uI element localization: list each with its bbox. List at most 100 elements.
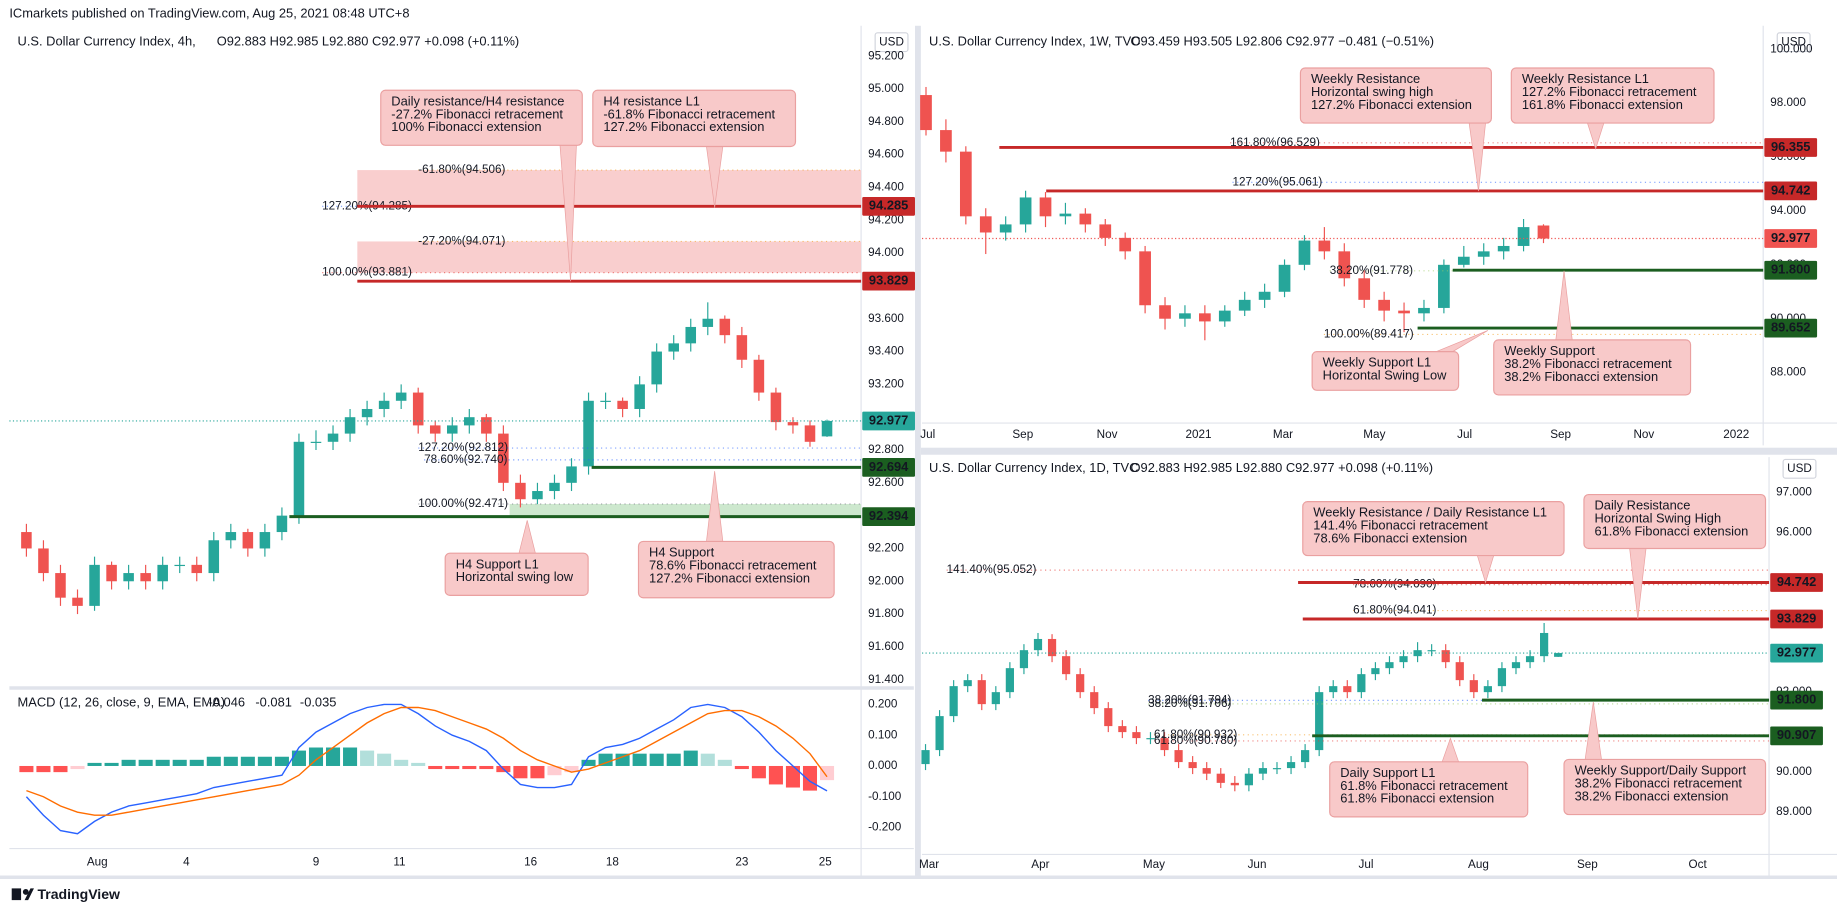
fib-zone [357,241,862,273]
callout-text: -61.8% Fibonacci retracement [603,106,775,121]
callout-text: 38.2% Fibonacci extension [1575,788,1729,803]
callout-text: Horizontal swing high [1311,84,1433,99]
fib-label: 127.20%(92.812) [418,441,508,454]
candle-body [1540,632,1549,657]
candle-body [1174,750,1183,763]
candle-body [174,564,185,567]
ohlc-values: O93.459 H93.505 L92.806 C92.977 −0.481 (… [1131,34,1434,49]
candle-body [963,680,972,687]
candle-body [446,425,458,434]
macd-histogram-bar [530,765,545,779]
bottom-border [0,875,1837,880]
fib-label: -61.80%(94.506) [418,163,505,176]
fib-label: 100.00%(92.471) [418,497,508,510]
signal-line [26,706,828,816]
price-label: 92.694 [869,459,909,474]
candle-body [140,573,151,582]
macd-histogram-bar [343,747,358,766]
price-label: 91.800 [1777,692,1816,707]
fib-label: 141.40%(95.052) [947,563,1037,576]
candle-body [310,441,322,443]
candle-body [1238,299,1251,311]
candle-body [1329,686,1338,693]
callout-box [1299,67,1492,124]
macd-histogram-bar [717,759,732,766]
candle-body [1338,251,1351,279]
x-tick-label: Nov [1097,428,1118,441]
candle-body [157,564,168,582]
candle-body [1230,782,1239,786]
candle-body [1318,240,1331,252]
candle-body [1090,692,1099,709]
y-tick-label: 91.800 [868,607,904,620]
price-label: 93.829 [1777,610,1816,625]
x-tick-label: Oct [1689,858,1708,871]
candle-body [1385,662,1394,669]
y-tick-label: 94.000 [1770,204,1806,217]
macd-tick-label: 0.200 [868,698,898,711]
macd-value: -0.081 [255,695,292,710]
macd-histogram-bar [70,765,85,770]
candle-body [1438,264,1450,308]
candle-body [38,548,49,574]
macd-tick-label: -0.200 [868,821,902,834]
price-label-box [862,507,915,527]
candle-body [1418,307,1430,314]
candle-body [1358,278,1371,300]
candle-body [651,351,662,385]
candle-body [72,597,83,606]
y-tick-label: 92.600 [868,476,904,489]
candle-body [1005,668,1014,693]
macd-histogram-bar [36,765,51,773]
candle-body [999,224,1012,233]
macd-histogram-bar [411,762,426,766]
x-tick-label: May [1363,428,1385,441]
macd-histogram-bar [377,753,392,766]
y-tick-label: 90.000 [1776,765,1812,778]
price-label-box [862,458,915,477]
macd-histogram-bar [649,753,664,766]
candle-body [1076,674,1085,693]
x-tick-label: 23 [735,856,748,869]
candle-body [361,408,373,418]
y-tick-label: 98.000 [1770,96,1806,109]
price-label: 92.394 [869,508,909,523]
candle-body [1119,237,1132,252]
price-label-box [1770,690,1823,710]
currency-box [874,32,909,53]
macd-histogram-bar [121,759,136,766]
candle-body [566,466,577,483]
x-tick-label: 18 [606,856,619,869]
callout-text: 61.8% Fibonacci extension [1594,523,1748,538]
candle-body [617,400,628,409]
candle-body [1427,650,1436,652]
callout-text: 78.6% Fibonacci retracement [649,557,817,572]
callout-text: 100% Fibonacci extension [391,119,541,134]
candle-body [106,564,117,582]
callout-text: Weekly Support [1504,343,1595,358]
macd-histogram-bar [291,750,306,766]
y-tick-label: 100.000 [1770,42,1813,55]
price-label: 89.652 [1771,319,1810,334]
callout-text: 61.8% Fibonacci retracement [1340,778,1508,793]
price-label-box [1764,318,1818,338]
y-tick-label: 94.600 [868,148,904,161]
candle-body [191,564,203,574]
x-tick-label: 4 [183,856,190,869]
macd-histogram-bar [462,765,477,770]
candle-body [242,532,254,549]
callout-text: 38.2% Fibonacci retracement [1575,775,1743,790]
price-label: 92.977 [1777,644,1816,659]
candle-body [1457,256,1470,265]
price-label: 91.800 [1771,262,1810,277]
callout-text: H4 Support [649,545,715,560]
callout-box [1493,339,1692,396]
price-label: 94.285 [869,198,908,213]
candle-body [991,692,1000,705]
fib-label: 61.80%(94.041) [1353,604,1436,617]
candle-body [1525,656,1535,663]
callout-text: Weekly Resistance L1 [1522,71,1649,86]
x-tick-label: Mar [919,858,939,871]
x-tick-label: Aug [1468,858,1489,871]
callout-box [1302,501,1565,557]
